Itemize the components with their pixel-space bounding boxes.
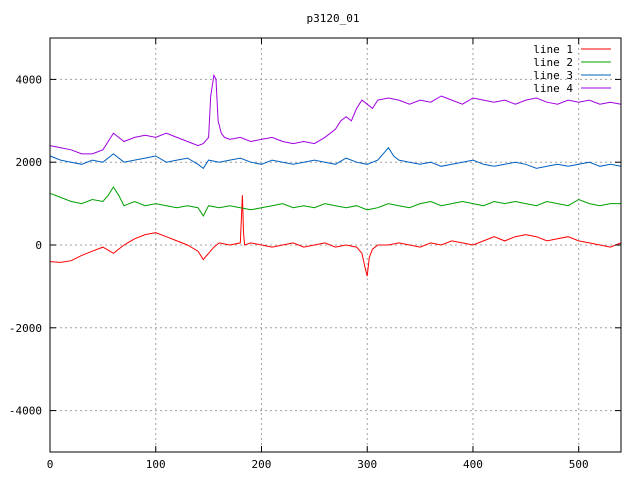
- y-tick-label: 4000: [16, 73, 43, 86]
- x-tick-label: 300: [357, 458, 377, 471]
- legend-label-2: line 2: [533, 56, 573, 69]
- legend-label-1: line 1: [533, 43, 573, 56]
- series-line-4: [49, 73, 622, 155]
- y-tick-label: 0: [35, 239, 42, 252]
- axis-layer: 0 100 200 300 400 500 -4000 -2000 0 2000 4000: [9, 37, 622, 471]
- legend-label-3: line 3: [533, 69, 573, 82]
- series-layer: [49, 73, 622, 277]
- y-tick-label: -2000: [9, 322, 42, 335]
- y-tick-label: -4000: [9, 405, 42, 418]
- series-line-1: [49, 195, 622, 277]
- series-line-3: [49, 146, 622, 170]
- x-tick-label: 400: [463, 458, 483, 471]
- grid-layer: [50, 38, 621, 452]
- x-tick-label: 500: [569, 458, 589, 471]
- chart-title: p3120_01: [307, 12, 360, 25]
- y-tick-label: 2000: [16, 156, 43, 169]
- series-line-2: [49, 186, 621, 218]
- x-tick-label: 0: [47, 458, 54, 471]
- legend-label-4: line 4: [533, 82, 573, 95]
- x-tick-label: 100: [146, 458, 166, 471]
- x-tick-label: 200: [252, 458, 272, 471]
